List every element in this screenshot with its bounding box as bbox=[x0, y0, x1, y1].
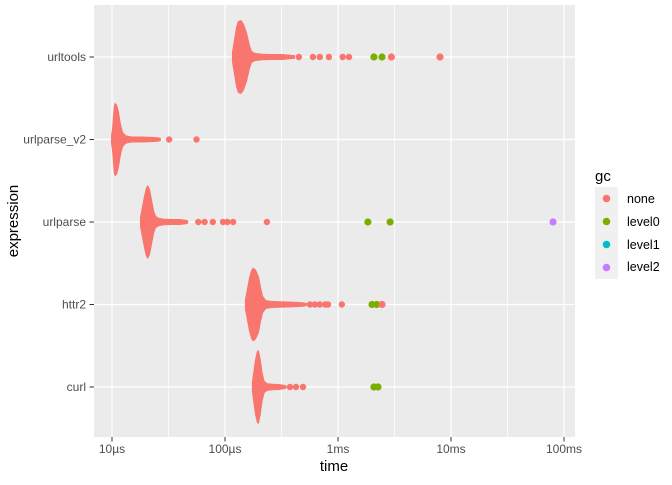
legend-label-level0: level0 bbox=[627, 215, 660, 229]
gc-point-level0-urltools bbox=[370, 53, 378, 61]
gc-point-level0-httr2 bbox=[373, 300, 381, 309]
data-point-urlparse bbox=[229, 218, 237, 226]
legend-dot-none bbox=[602, 194, 611, 203]
x-tick-label: 100µs bbox=[209, 442, 242, 456]
data-point-urltools bbox=[325, 53, 333, 61]
legend-entry-none: none bbox=[595, 187, 655, 210]
data-point-curl bbox=[292, 383, 300, 391]
legend: gc none level0 level1 level2 bbox=[595, 168, 660, 279]
swarm-blob-urlparse bbox=[140, 185, 189, 259]
data-point-urltools bbox=[345, 53, 353, 61]
legend-entry-level0: level0 bbox=[595, 210, 660, 233]
data-point-curl bbox=[286, 383, 294, 391]
data-point-urlparse bbox=[195, 218, 202, 226]
x-tick-label: 10µs bbox=[99, 442, 125, 456]
gc-point-level0-curl bbox=[374, 383, 382, 391]
legend-label-none: none bbox=[627, 192, 655, 206]
data-point-urlparse bbox=[263, 218, 271, 226]
y-tick-label: urltools bbox=[47, 50, 86, 64]
data-point-httr2 bbox=[311, 301, 319, 308]
data-point-urlparse bbox=[219, 218, 227, 226]
legend-entry-level1: level1 bbox=[595, 233, 660, 256]
gc-point-none-httr2 bbox=[378, 300, 386, 309]
data-point-curl bbox=[299, 383, 307, 391]
data-point-urlparse_v2 bbox=[165, 136, 173, 143]
x-tick-label: 10ms bbox=[436, 442, 465, 456]
data-point-httr2 bbox=[338, 301, 345, 308]
legend-dot-level1 bbox=[602, 240, 611, 249]
x-tick-label: 100ms bbox=[546, 442, 582, 456]
gc-point-none-urltools bbox=[387, 53, 395, 61]
swarm-blob-urltools bbox=[231, 20, 295, 94]
data-point-httr2 bbox=[306, 301, 314, 308]
legend-title: gc bbox=[595, 168, 611, 185]
gc-point-none-urltools bbox=[436, 53, 444, 61]
data-point-urlparse bbox=[209, 218, 216, 226]
data-point-urlparse bbox=[201, 218, 208, 226]
legend-label-level1: level1 bbox=[627, 238, 660, 252]
gc-point-level0-urltools bbox=[378, 53, 386, 61]
y-tick-label: urlparse_v2 bbox=[23, 133, 86, 147]
major-gridlines bbox=[94, 5, 575, 437]
legend-label-level2: level2 bbox=[627, 260, 660, 274]
axis-tick-labels: 10µs 100µs 1ms 10ms 100ms urltools urlparse_v2… bbox=[23, 50, 582, 456]
legend-dot-level2 bbox=[602, 263, 611, 272]
y-tick-label: curl bbox=[67, 380, 86, 394]
data-point-urlparse_v2 bbox=[193, 136, 200, 143]
swarm-blob-httr2 bbox=[244, 267, 307, 342]
y-tick-label: httr2 bbox=[62, 298, 86, 312]
x-tick-label: 1ms bbox=[327, 442, 350, 456]
data-point-urltools bbox=[316, 53, 323, 61]
minor-gridlines bbox=[168, 5, 508, 437]
data-point-httr2 bbox=[316, 301, 323, 308]
data-point-urlparse bbox=[224, 218, 231, 226]
data-point-urltools bbox=[339, 53, 346, 61]
y-axis-title: expression bbox=[5, 185, 22, 258]
x-axis-title: time bbox=[320, 458, 348, 475]
data-point-urltools bbox=[295, 53, 302, 61]
data-point-urltools bbox=[309, 53, 317, 61]
legend-entry-level2: level2 bbox=[595, 256, 660, 279]
swarm-blobs bbox=[111, 20, 307, 424]
legend-dot-level0 bbox=[602, 217, 611, 226]
swarm-blob-curl bbox=[251, 350, 287, 424]
data-point-httr2 bbox=[324, 301, 332, 308]
axis-ticks bbox=[89, 56, 565, 442]
gc-point-level2-urlparse bbox=[549, 218, 557, 226]
swarm-blob-urlparse_v2 bbox=[111, 102, 161, 177]
data-points bbox=[165, 53, 557, 391]
gc-point-level0-urlparse bbox=[386, 218, 394, 226]
y-tick-label: urlparse bbox=[43, 215, 87, 229]
gc-point-level0-urlparse bbox=[364, 218, 372, 226]
